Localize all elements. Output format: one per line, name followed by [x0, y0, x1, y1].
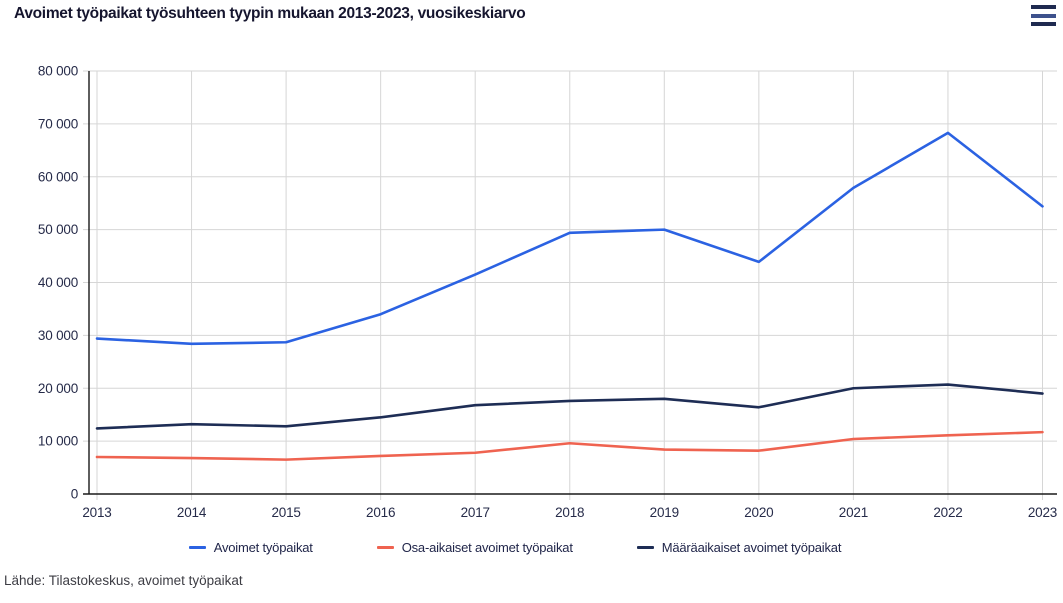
x-axis-tick-label: 2017	[461, 505, 490, 520]
series-line-avoimet-ty-paikat[interactable]	[95, 131, 1044, 346]
hamburger-bar-middle	[1031, 13, 1056, 18]
x-axis-tick-label: 2015	[271, 505, 300, 520]
line-chart[interactable]: 0 10 000 20 000 30 000 40 000 50 000 60 000 70 …	[0, 60, 1063, 532]
x-axis-tick-label: 2018	[555, 505, 584, 520]
y-axis-tick-label: 40 000	[38, 275, 78, 290]
chart-title: Avoimet työpaikat työsuhteen tyypin muka…	[14, 5, 526, 22]
y-axis-tick-label: 0	[71, 487, 78, 502]
hamburger-bar-bottom	[1031, 22, 1056, 26]
x-axis-tick-label: 2014	[177, 505, 207, 520]
legend-line-blue-icon	[188, 546, 206, 549]
y-axis-tick-label: 60 000	[38, 169, 78, 184]
series-line-osa-aikaiset-avoimet-ty-paikat[interactable]	[95, 430, 1044, 461]
x-axis-tick-label: 2013	[82, 505, 111, 520]
x-axis-tick-label: 2022	[933, 505, 962, 520]
series-line-m-r-aikaiset-avoimet-ty-paikat[interactable]	[95, 383, 1044, 430]
legend-item-avoimet[interactable]: Avoimet työpaikat	[188, 540, 313, 555]
x-axis-tick-label: 2023	[1028, 505, 1057, 520]
y-axis-tick-label: 30 000	[38, 328, 78, 343]
legend-line-navy-icon	[636, 546, 654, 549]
y-axis-tick-label: 20 000	[38, 381, 78, 396]
x-axis-tick-label: 2021	[839, 505, 868, 520]
source-text: Lähde: Tilastokeskus, avoimet työpaikat	[4, 573, 243, 588]
hamburger-menu-icon[interactable]	[1031, 4, 1056, 27]
legend-label: Määräaikaiset avoimet työpaikat	[661, 540, 842, 555]
y-axis-tick-label: 80 000	[38, 64, 78, 79]
legend-line-red-icon	[376, 546, 394, 549]
legend-item-maaraaikaiset[interactable]: Määräaikaiset avoimet työpaikat	[636, 540, 842, 555]
y-axis-tick-label: 10 000	[38, 434, 78, 449]
x-axis-tick-label: 2020	[744, 505, 773, 520]
x-axis-tick-label: 2019	[650, 505, 679, 520]
legend-label: Osa-aikaiset avoimet työpaikat	[401, 540, 573, 555]
y-axis-tick-label: 50 000	[38, 222, 78, 237]
legend-item-osa-aikaiset[interactable]: Osa-aikaiset avoimet työpaikat	[376, 540, 573, 555]
hamburger-bar-top	[1031, 5, 1056, 9]
legend-label: Avoimet työpaikat	[213, 540, 313, 555]
chart-legend: Avoimet työpaikat Osa-aikaiset avoimet t…	[0, 540, 1030, 555]
x-axis-tick-label: 2016	[366, 505, 395, 520]
y-axis-tick-label: 70 000	[38, 116, 78, 131]
